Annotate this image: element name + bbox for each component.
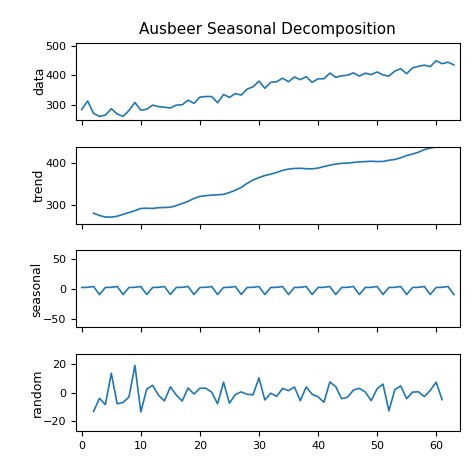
Y-axis label: seasonal: seasonal bbox=[31, 261, 44, 317]
Y-axis label: trend: trend bbox=[33, 168, 46, 202]
Y-axis label: random: random bbox=[30, 369, 44, 417]
Y-axis label: data: data bbox=[33, 67, 46, 95]
Title: Ausbeer Seasonal Decomposition: Ausbeer Seasonal Decomposition bbox=[139, 22, 396, 37]
